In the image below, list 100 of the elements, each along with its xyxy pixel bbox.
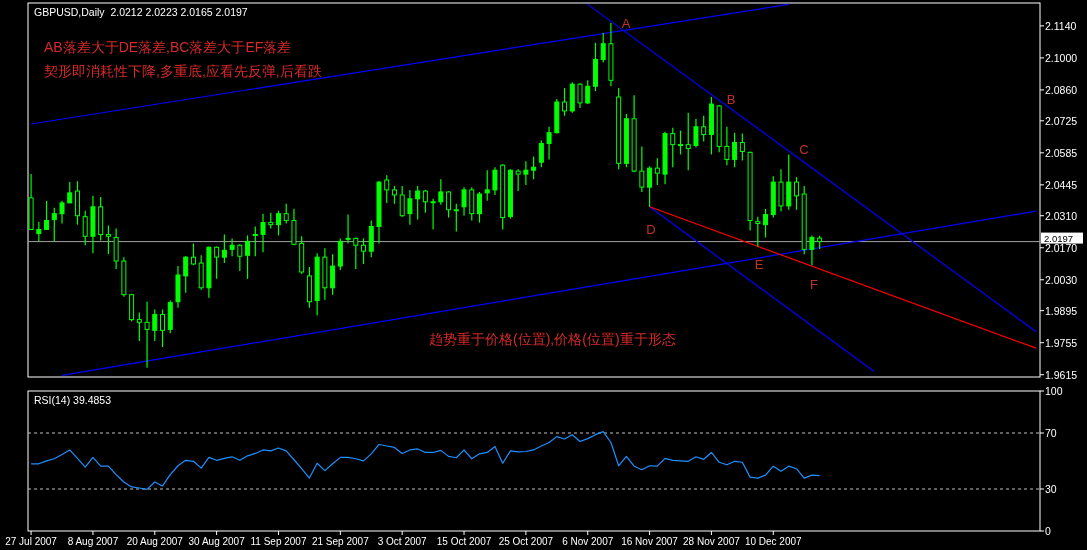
candlestick: [639, 145, 645, 193]
candlestick: [415, 185, 421, 221]
candlestick: [786, 153, 792, 211]
annotation: D: [646, 222, 656, 237]
candlestick: [477, 191, 482, 224]
candlestick: [183, 255, 189, 294]
x-tick-label: 11 Sep 2007: [250, 536, 307, 547]
x-tick-label: 28 Nov 2007: [683, 536, 741, 547]
y-tick-label: 30: [1045, 483, 1057, 495]
y-tick-label: 100: [1045, 385, 1063, 397]
y-tick-label: 1.9615: [1045, 368, 1078, 381]
candlestick: [739, 133, 745, 161]
candlestick: [245, 234, 251, 280]
y-tick-label: 2.0030: [1045, 273, 1078, 286]
y-tick-label: 2.0310: [1045, 209, 1078, 222]
candlestick: [461, 186, 467, 217]
candlestick: [654, 157, 660, 186]
candlestick: [484, 169, 490, 202]
candlestick: [345, 213, 351, 245]
candlestick: [291, 208, 297, 246]
candlestick: [469, 186, 475, 222]
candlestick: [36, 221, 42, 242]
candlestick: [438, 178, 444, 206]
annotation: 契形即消耗性下降,多重底,应看先反弹,后看跌: [44, 63, 322, 79]
candlestick: [214, 245, 220, 280]
candlestick: [384, 174, 390, 204]
x-tick-label: 8 Aug 2007: [67, 536, 119, 547]
candlestick: [453, 203, 459, 233]
candlestick: [515, 168, 521, 192]
candlestick: [59, 200, 65, 225]
candlestick: [105, 224, 111, 255]
candlestick: [44, 200, 50, 231]
candlestick: [809, 234, 815, 266]
x-tick-label: 21 Sep 2007: [311, 536, 370, 547]
chart-title: RSI(14) 39.4853: [34, 394, 112, 406]
candlestick: [252, 225, 258, 257]
candlestick: [523, 160, 529, 186]
candlestick: [353, 236, 359, 270]
candlestick: [407, 189, 413, 226]
candlestick: [538, 139, 544, 168]
chart-title: GBPUSD,Daily 2.0212 2.0223 2.0165 2.0197: [34, 6, 248, 18]
y-tick-label: 1.9895: [1045, 304, 1078, 317]
candlestick: [763, 208, 769, 239]
x-tick-label: 3 Oct 2007: [377, 536, 428, 547]
candlestick: [229, 237, 235, 257]
candlestick: [361, 237, 367, 265]
candlestick: [492, 166, 498, 196]
y-tick-label: 2.0860: [1045, 83, 1078, 96]
candlestick: [531, 155, 537, 180]
y-tick-label: 2.1000: [1045, 51, 1078, 64]
annotation: C: [799, 142, 809, 157]
candlestick: [577, 82, 583, 109]
annotation: A: [621, 16, 631, 31]
candlestick: [600, 32, 606, 64]
candlestick: [647, 165, 653, 208]
candlestick: [430, 198, 436, 231]
x-tick-label: 6 Nov 2007: [562, 536, 614, 547]
candlestick: [562, 87, 568, 117]
x-tick-label: 16 Nov 2007: [621, 536, 679, 547]
candlestick: [685, 112, 691, 171]
y-tick-label: 2.0445: [1045, 178, 1078, 191]
candlestick: [260, 213, 266, 253]
x-tick-label: 20 Aug 2007: [126, 536, 184, 547]
candlestick: [732, 132, 738, 168]
candlestick: [546, 126, 552, 161]
candlestick: [152, 308, 158, 342]
x-tick-label: 27 Jul 2007: [5, 536, 58, 547]
annotation: E: [754, 257, 764, 272]
x-tick-label: 15 Oct 2007: [436, 536, 492, 547]
y-tick-label: 2.1140: [1045, 19, 1077, 32]
candlestick: [113, 227, 119, 270]
candlestick: [67, 181, 73, 204]
candlestick: [144, 301, 150, 369]
y-tick-label: 2.0585: [1045, 146, 1078, 159]
y-tick-label: 1.9755: [1045, 336, 1078, 349]
annotation: AB落差大于DE落差,BC落差大于EF落差: [44, 39, 292, 55]
candlestick: [670, 127, 676, 168]
annotation: 趋势重于价格(位置),价格(位置)重于形态: [429, 331, 676, 347]
candlestick: [237, 243, 243, 272]
candlestick: [701, 115, 707, 143]
candlestick: [678, 130, 683, 156]
candlestick: [446, 190, 452, 219]
line-series: [30, 431, 821, 491]
annotation: B: [726, 92, 736, 107]
annotation: F: [810, 277, 819, 292]
candlestick: [51, 207, 57, 242]
candlestick: [136, 311, 142, 342]
candlestick: [275, 210, 281, 237]
x-tick-label: 30 Aug 2007: [188, 536, 246, 547]
candlestick: [724, 126, 730, 166]
candlestick: [399, 185, 405, 218]
y-tick-label: 0: [1045, 525, 1051, 537]
candlestick: [793, 176, 799, 211]
x-tick-label: 10 Dec 2007: [744, 536, 803, 547]
candlestick: [778, 168, 784, 213]
candlestick: [755, 216, 761, 247]
y-tick-label: 2.0725: [1045, 114, 1078, 127]
candlestick: [221, 233, 227, 264]
candlestick: [330, 253, 336, 296]
candlestick: [693, 118, 699, 149]
